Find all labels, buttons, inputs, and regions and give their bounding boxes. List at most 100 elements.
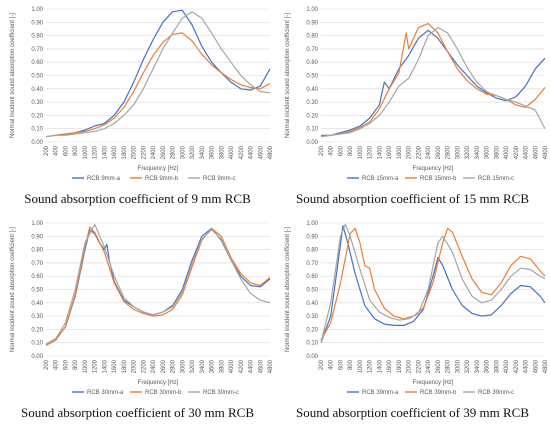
y-tick-label: 0.70 [31, 47, 43, 53]
y-tick-label: 0.30 [31, 100, 43, 106]
series-line [45, 227, 271, 346]
y-tick-label: 0.40 [31, 301, 43, 307]
y-tick-label: 0.90 [306, 20, 318, 26]
chart-caption-30mm: Sound absorption coefficient of 30 mm RC… [20, 405, 255, 420]
x-tick-label: 4200 [239, 359, 245, 373]
x-tick-label: 1800 [397, 359, 403, 373]
y-tick-label: 0.00 [306, 140, 318, 146]
x-axis-label: Frequency [Hz] [138, 166, 179, 172]
x-tick-label: 200 [44, 359, 50, 370]
x-tick-label: 4800 [268, 359, 274, 373]
x-tick-label: 600 [63, 145, 69, 156]
y-tick-label: 0.50 [31, 74, 43, 80]
y-tick-label: 0.10 [31, 127, 43, 133]
x-tick-label: 1400 [377, 145, 383, 159]
x-tick-label: 2000 [132, 145, 138, 159]
y-tick-label: 0.40 [306, 87, 318, 93]
y-tick-label: 0.70 [306, 261, 318, 267]
y-tick-label: 0.60 [31, 274, 43, 280]
x-tick-label: 400 [329, 359, 335, 370]
x-tick-label: 3400 [475, 145, 481, 159]
x-tick-label: 3800 [494, 145, 500, 159]
x-tick-label: 400 [54, 359, 60, 370]
y-tick-label: 0.80 [306, 34, 318, 40]
x-tick-label: 3600 [485, 145, 491, 159]
x-tick-label: 2400 [426, 145, 432, 159]
x-tick-label: 4400 [524, 145, 530, 159]
y-tick-label: 0.60 [306, 60, 318, 66]
y-tick-label: 1.00 [306, 7, 318, 13]
y-tick-label: 0.10 [306, 341, 318, 347]
x-tick-label: 2600 [161, 359, 167, 373]
y-tick-label: 1.00 [306, 221, 318, 227]
x-tick-label: 400 [54, 145, 60, 156]
y-tick-label: 0.90 [31, 20, 43, 26]
x-tick-label: 600 [338, 145, 344, 156]
x-tick-label: 1600 [112, 145, 118, 159]
x-tick-label: 4200 [514, 359, 520, 373]
y-tick-label: 0.70 [306, 47, 318, 53]
x-tick-label: 1200 [368, 145, 374, 159]
x-tick-label: 3000 [180, 359, 186, 373]
x-tick-label: 4000 [504, 145, 510, 159]
chart-panel-30mm: 0.00 0.10 0.20 0.30 0.40 0.50 0.60 0.70 0.80 0.90… [0, 214, 275, 428]
x-tick-label: 3400 [200, 145, 206, 159]
x-tick-label: 2600 [436, 145, 442, 159]
y-tick-label: 0.10 [306, 127, 318, 133]
x-tick-label: 2800 [171, 359, 177, 373]
legend-label: RCB 15mm-a [362, 176, 399, 182]
chart-panel-39mm: 0.00 0.10 0.20 0.30 0.40 0.50 0.60 0.70 0.80 0.90… [275, 214, 550, 428]
y-tick-label: 0.50 [306, 288, 318, 294]
x-tick-label: 1400 [377, 359, 383, 373]
y-axis-label: Normal incident sound absorption coeffic… [10, 13, 16, 138]
x-tick-label: 800 [348, 359, 354, 370]
x-tick-label: 1400 [102, 145, 108, 159]
series-line [45, 226, 271, 346]
y-tick-label: 0.80 [31, 34, 43, 40]
x-tick-label: 1800 [122, 359, 128, 373]
series-line [320, 223, 546, 343]
y-axis-label: Normal incident sound absorption coeffic… [10, 227, 16, 352]
x-tick-label: 4400 [249, 145, 255, 159]
y-tick-label: 1.00 [31, 221, 43, 227]
x-tick-label: 4600 [258, 359, 264, 373]
legend-label: RCB 39mm-a [362, 390, 399, 396]
chart-panel-9mm: 0.00 0.10 0.20 0.30 0.40 0.50 0.60 0.70 0.80 0.90… [0, 0, 275, 214]
x-tick-label: 800 [73, 359, 79, 370]
x-tick-label: 1200 [93, 145, 99, 159]
x-tick-label: 2000 [407, 359, 413, 373]
x-tick-label: 200 [319, 145, 325, 156]
x-tick-label: 2400 [426, 359, 432, 373]
x-tick-label: 800 [348, 145, 354, 156]
series-line [320, 27, 546, 138]
chart-svg-15mm: 0.00 0.10 0.20 0.30 0.40 0.50 0.60 0.70 0.80 0.90… [285, 7, 549, 182]
legend-label: RCB 30mm-c [203, 390, 239, 396]
x-tick-label: 3400 [475, 359, 481, 373]
x-tick-label: 4800 [543, 359, 549, 373]
x-tick-label: 600 [63, 359, 69, 370]
series-line [321, 29, 546, 136]
x-tick-label: 1000 [83, 359, 89, 373]
x-tick-label: 3000 [455, 359, 461, 373]
y-tick-label: 0.70 [31, 261, 43, 267]
x-axis-label: Frequency [Hz] [138, 380, 179, 386]
y-tick-label: 1.00 [31, 7, 43, 13]
x-tick-label: 4200 [514, 145, 520, 159]
y-tick-label: 0.90 [306, 234, 318, 240]
x-tick-label: 200 [44, 145, 50, 156]
y-tick-label: 0.30 [306, 100, 318, 106]
chart-panel-15mm: 0.00 0.10 0.20 0.30 0.40 0.50 0.60 0.70 0.80 0.90… [275, 0, 550, 214]
legend-label: RCB 15mm-b [420, 176, 457, 182]
y-tick-label: 0.20 [31, 113, 43, 119]
x-tick-label: 4000 [229, 359, 235, 373]
x-tick-label: 3200 [465, 145, 471, 159]
x-tick-label: 2000 [132, 359, 138, 373]
legend-label: RCB 39mm-b [420, 390, 457, 396]
x-tick-label: 2600 [436, 359, 442, 373]
legend-label: RCB 30mm-b [145, 390, 182, 396]
x-tick-label: 1600 [387, 145, 393, 159]
x-tick-label: 1000 [83, 145, 89, 159]
x-tick-label: 3200 [465, 359, 471, 373]
chart-svg-9mm: 0.00 0.10 0.20 0.30 0.40 0.50 0.60 0.70 0.80 0.90… [10, 7, 274, 182]
y-tick-label: 0.80 [306, 248, 318, 254]
